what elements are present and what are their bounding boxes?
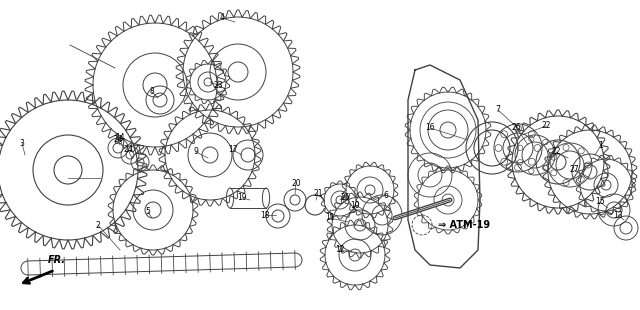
Text: 7: 7 [495, 105, 500, 114]
Text: 15: 15 [595, 197, 605, 206]
Text: 5: 5 [145, 207, 150, 216]
Text: 18: 18 [260, 210, 269, 219]
Text: 21: 21 [313, 188, 323, 197]
Text: 14: 14 [115, 134, 125, 143]
Text: 23: 23 [213, 81, 223, 90]
Text: 11: 11 [325, 214, 335, 223]
Text: 4: 4 [220, 14, 225, 23]
Text: 8: 8 [150, 87, 154, 96]
Text: 27: 27 [569, 166, 579, 175]
Text: 10: 10 [350, 201, 360, 210]
Text: 24: 24 [113, 135, 123, 144]
Text: 22: 22 [551, 148, 561, 157]
Text: 3: 3 [20, 139, 24, 148]
Text: FR.: FR. [48, 255, 66, 265]
Text: 1: 1 [598, 140, 604, 149]
Text: 17: 17 [228, 145, 238, 154]
Text: 25: 25 [340, 193, 350, 202]
Text: 19: 19 [237, 193, 247, 202]
Text: 24: 24 [123, 145, 133, 154]
Text: 20: 20 [291, 179, 301, 188]
Text: 12: 12 [335, 246, 345, 255]
Text: 9: 9 [193, 148, 198, 157]
Text: ⇒ ATM-19: ⇒ ATM-19 [438, 220, 490, 230]
Text: 13: 13 [613, 210, 623, 219]
Text: 16: 16 [425, 123, 435, 132]
Text: 6: 6 [383, 191, 388, 200]
Text: 2: 2 [95, 220, 100, 229]
Text: 26: 26 [511, 122, 521, 131]
Text: 22: 22 [541, 122, 551, 131]
